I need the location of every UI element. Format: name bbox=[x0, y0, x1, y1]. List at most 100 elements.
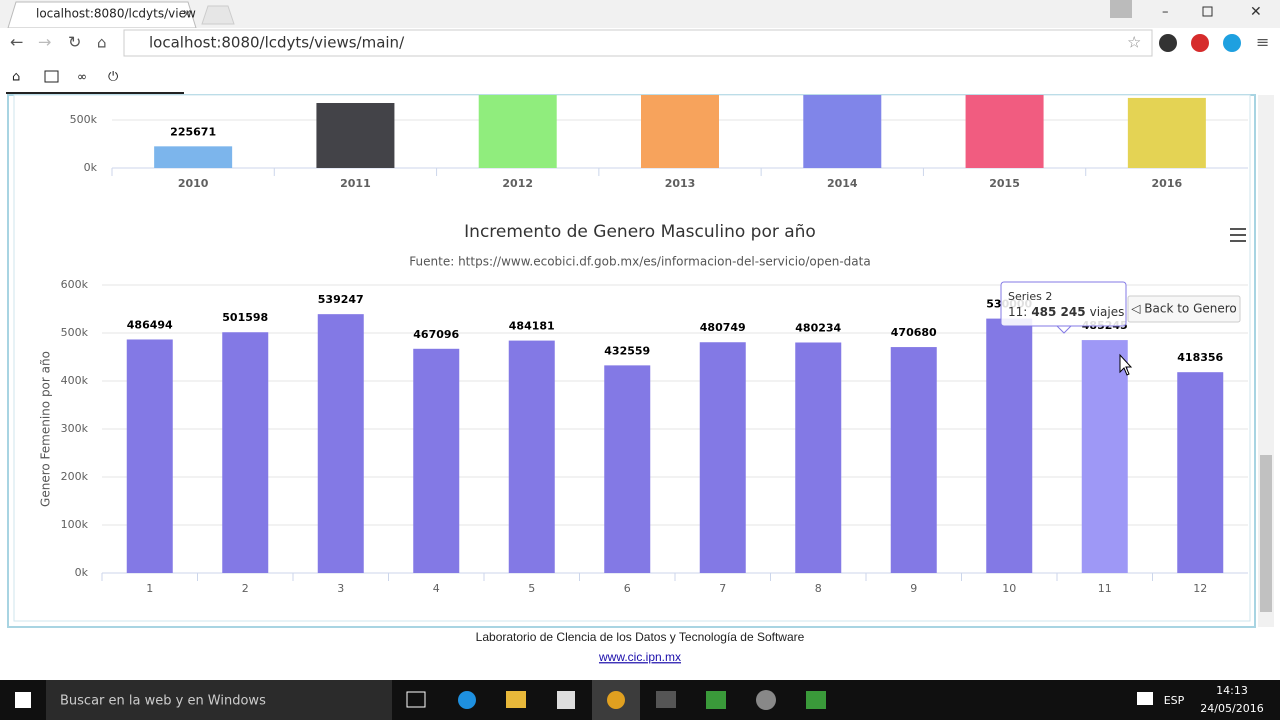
x-tick-label: 2012 bbox=[502, 177, 533, 190]
x-tick-label: 2014 bbox=[827, 177, 858, 190]
y-tick-label: 500k bbox=[61, 326, 89, 339]
nav-power[interactable]: ⏻ bbox=[108, 70, 118, 85]
y-tick-label: 0k bbox=[75, 566, 89, 579]
search-box[interactable] bbox=[46, 680, 392, 720]
chart-subtitle: Fuente: https://www.ecobici.df.gob.mx/es… bbox=[409, 255, 870, 269]
y-tick-label: 100k bbox=[61, 518, 89, 531]
bar bbox=[126, 339, 173, 573]
bar bbox=[1177, 372, 1224, 573]
bar bbox=[965, 95, 1044, 168]
bar bbox=[1127, 97, 1206, 168]
export-menu bbox=[1230, 240, 1246, 242]
maximize[interactable] bbox=[1202, 6, 1213, 17]
back-button[interactable] bbox=[1127, 295, 1241, 323]
x-tick-label: 1 bbox=[146, 582, 153, 595]
chart-1: 0k500k2010225671201167700020129000002013… bbox=[70, 95, 1248, 190]
ext[interactable] bbox=[1191, 34, 1209, 52]
footer-link[interactable]: www.cic.ipn.mx bbox=[598, 650, 681, 664]
nav-chart[interactable] bbox=[44, 70, 59, 83]
tooltip-part: 11: bbox=[1008, 305, 1027, 319]
y-tick-label: 400k bbox=[61, 374, 89, 387]
clock-date[interactable]: 24/05/2016 bbox=[1200, 702, 1263, 715]
bar bbox=[795, 342, 842, 573]
task-view[interactable] bbox=[406, 691, 426, 708]
tab-close[interactable]: × bbox=[182, 7, 192, 21]
app-chrome[interactable] bbox=[607, 691, 625, 709]
x-tick-label: 8 bbox=[815, 582, 822, 595]
address-bar[interactable] bbox=[123, 29, 1153, 57]
y-tick-label: 500k bbox=[70, 113, 98, 126]
bookmark-star[interactable]: ☆ bbox=[1127, 33, 1141, 52]
data-label: 470680 bbox=[891, 326, 937, 339]
new-tab[interactable] bbox=[201, 5, 235, 25]
tab-title: localhost:8080/lcdyts/view bbox=[36, 7, 196, 21]
footer-text: Laboratorio de Clencia de los Datos y Te… bbox=[476, 630, 805, 644]
ext[interactable] bbox=[1223, 34, 1241, 52]
tooltip-series: Series 2 bbox=[1008, 290, 1052, 303]
url: localhost:8080/lcdyts/views/main/ bbox=[149, 34, 405, 52]
app-nav bbox=[0, 60, 1280, 94]
data-label: 539247 bbox=[318, 293, 364, 306]
reload[interactable]: ↻ bbox=[68, 33, 81, 52]
x-tick-label: 2011 bbox=[340, 177, 371, 190]
bar bbox=[413, 348, 460, 573]
export-menu bbox=[1230, 234, 1246, 236]
bar bbox=[478, 95, 557, 168]
x-tick-label: 5 bbox=[528, 582, 535, 595]
data-label: 480234 bbox=[795, 321, 841, 334]
app[interactable] bbox=[756, 690, 776, 710]
x-tick-label: 7 bbox=[719, 582, 726, 595]
x-tick-label: 6 bbox=[624, 582, 631, 595]
export-menu[interactable] bbox=[1230, 228, 1246, 230]
notifications[interactable] bbox=[1137, 692, 1153, 705]
lang[interactable]: ESP bbox=[1164, 694, 1185, 707]
scroll-thumb[interactable] bbox=[1260, 455, 1272, 612]
app-store[interactable] bbox=[557, 691, 575, 709]
bar bbox=[1081, 340, 1128, 573]
x-tick-label: 4 bbox=[433, 582, 440, 595]
bar bbox=[641, 95, 719, 168]
x-tick-label: 2010 bbox=[178, 177, 209, 190]
bar bbox=[604, 365, 651, 573]
ext[interactable] bbox=[1159, 34, 1177, 52]
chart-title: Incremento de Genero Masculino por año bbox=[464, 222, 816, 242]
app[interactable] bbox=[806, 691, 826, 709]
menu[interactable]: ≡ bbox=[1256, 33, 1269, 52]
home[interactable]: ⌂ bbox=[97, 34, 107, 52]
close[interactable]: ✕ bbox=[1250, 4, 1262, 20]
x-tick-label: 2013 bbox=[665, 177, 696, 190]
data-label: 480749 bbox=[700, 321, 746, 334]
bar bbox=[508, 340, 555, 573]
bar bbox=[316, 103, 395, 168]
x-tick-label: 9 bbox=[910, 582, 917, 595]
forward[interactable]: → bbox=[38, 33, 51, 52]
nav-home[interactable]: ⌂ bbox=[12, 70, 20, 85]
start[interactable] bbox=[15, 692, 31, 708]
bar bbox=[317, 314, 364, 573]
clock-time[interactable]: 14:13 bbox=[1216, 684, 1248, 697]
data-label: 432559 bbox=[604, 344, 650, 357]
app[interactable] bbox=[706, 691, 726, 709]
nav-link[interactable]: ∞ bbox=[77, 70, 87, 84]
profile[interactable] bbox=[1110, 0, 1132, 18]
back[interactable]: ← bbox=[10, 33, 23, 52]
y-tick-label: 600k bbox=[61, 278, 89, 291]
data-label: 486494 bbox=[127, 318, 173, 331]
cursor bbox=[1119, 353, 1133, 376]
bar bbox=[154, 146, 233, 168]
app-explorer[interactable] bbox=[506, 691, 526, 708]
data-label: 467096 bbox=[413, 328, 459, 341]
minimize[interactable]: – bbox=[1162, 5, 1169, 20]
x-tick-label: 12 bbox=[1193, 582, 1207, 595]
tooltip-part: 485 245 bbox=[1031, 305, 1085, 319]
bar bbox=[699, 342, 746, 573]
app-edge[interactable] bbox=[458, 691, 476, 709]
app[interactable] bbox=[656, 691, 676, 708]
tooltip-part: viajes bbox=[1090, 305, 1125, 319]
bar bbox=[986, 318, 1033, 573]
bar bbox=[890, 347, 937, 573]
x-tick-label: 10 bbox=[1002, 582, 1016, 595]
data-label: 501598 bbox=[222, 311, 268, 324]
nav-underline bbox=[6, 92, 184, 94]
